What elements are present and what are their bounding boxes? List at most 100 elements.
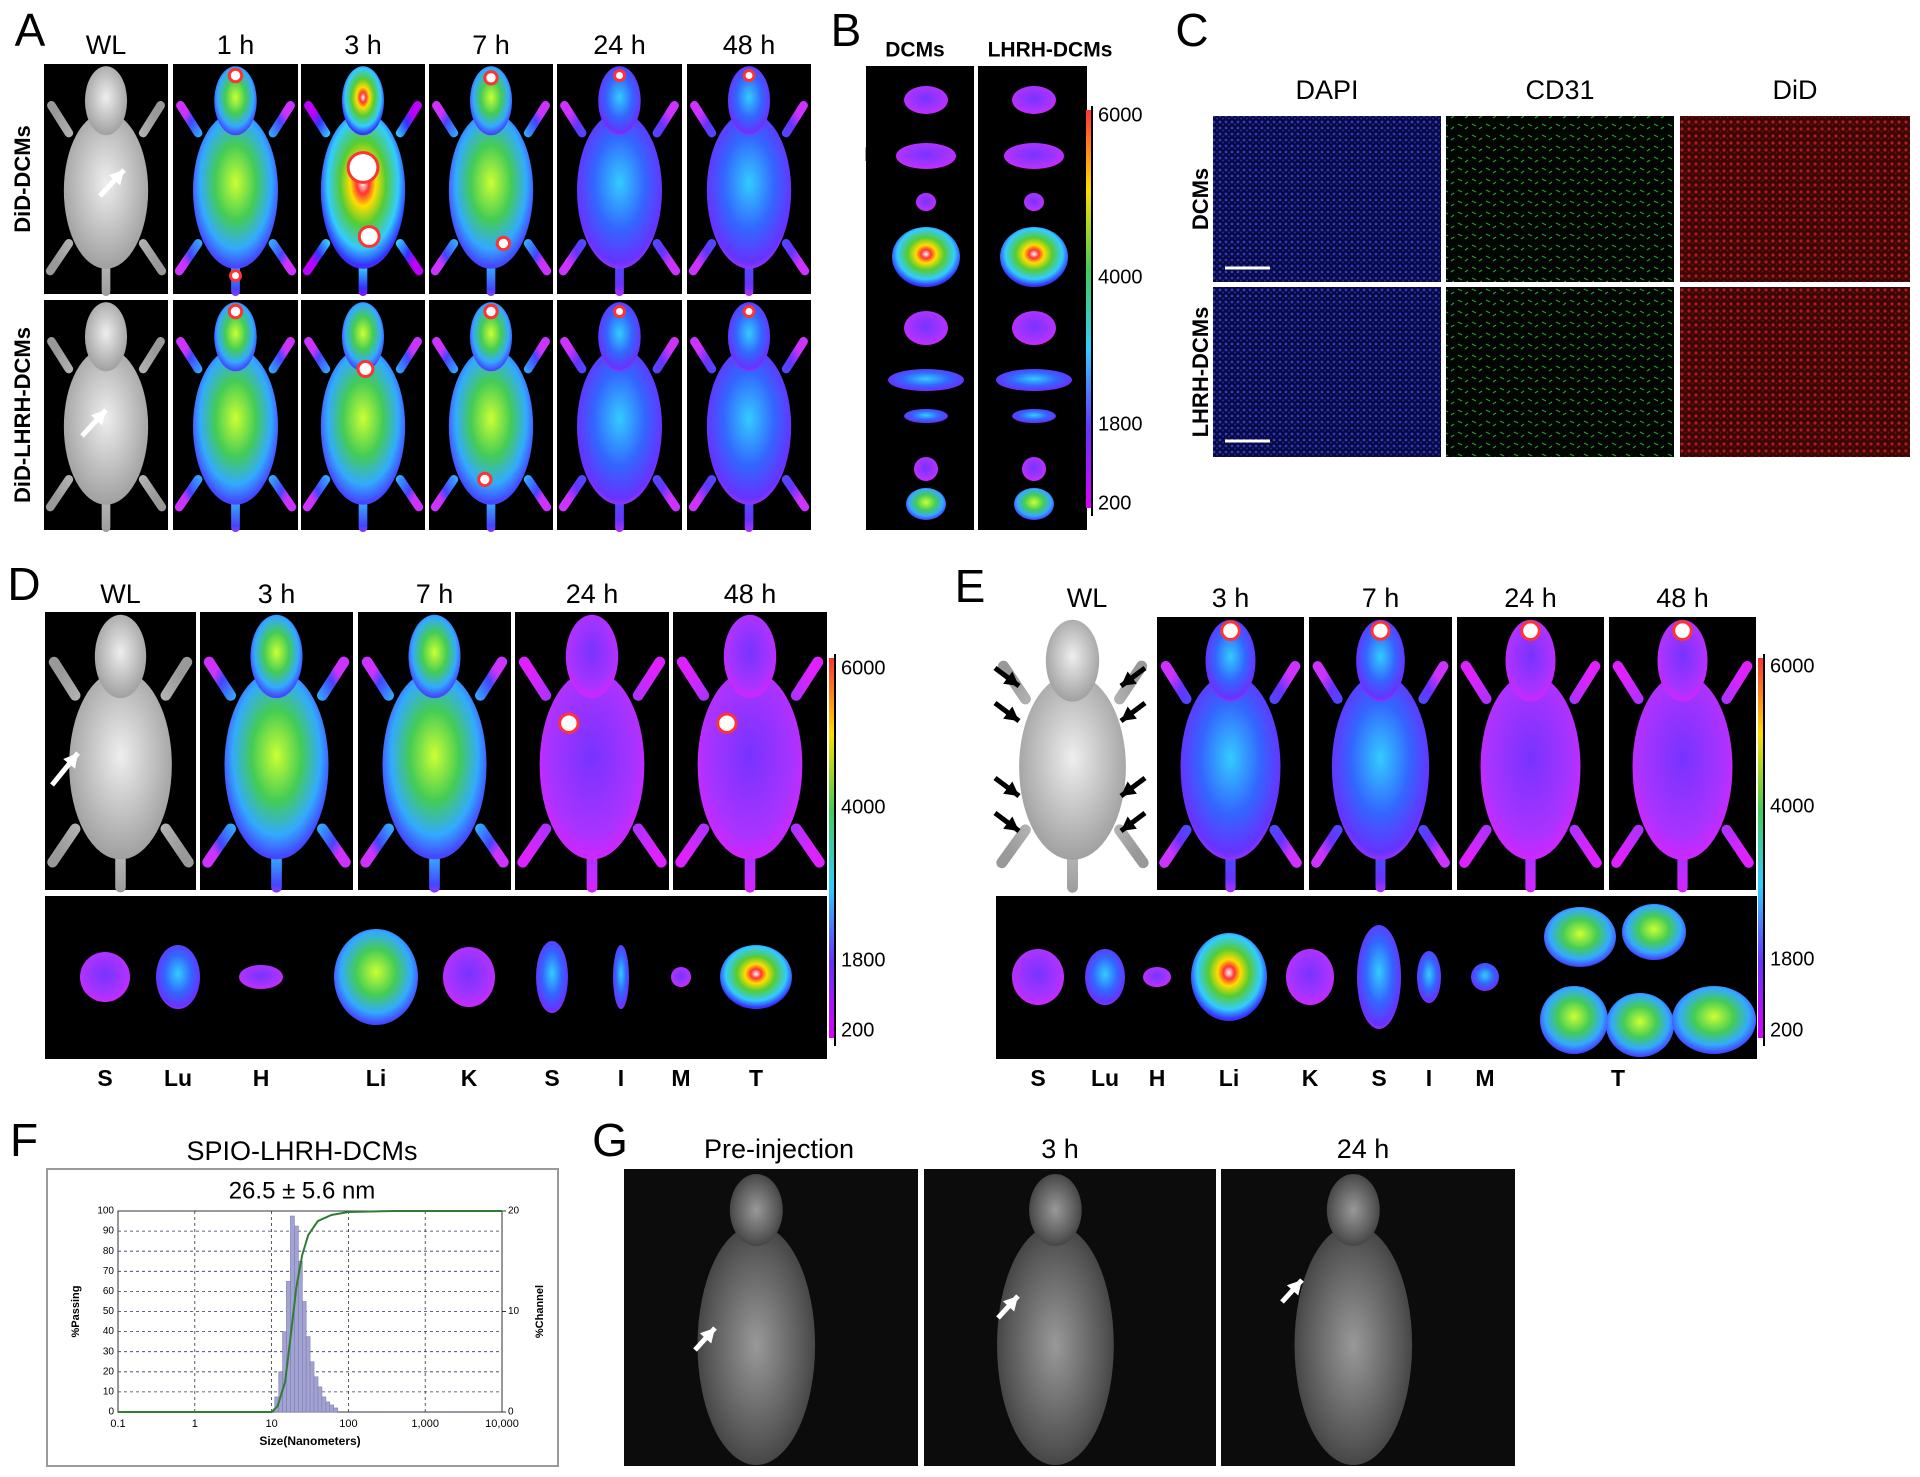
organ-label: H — [253, 1065, 270, 1091]
hot-spot — [483, 303, 499, 320]
mouse-head — [84, 302, 128, 372]
mouse-head — [727, 302, 771, 372]
mouse — [47, 614, 194, 893]
organ-label: S — [544, 1065, 559, 1091]
y-tick-label: 100 — [97, 1206, 114, 1217]
organ — [1143, 967, 1171, 987]
mouse-body — [448, 348, 534, 505]
arrow-head — [1121, 816, 1137, 831]
organ-label: T — [1611, 1065, 1625, 1091]
mouse — [360, 614, 509, 893]
column-header: 48 h — [723, 30, 776, 60]
organ — [1004, 143, 1064, 169]
mouse-body — [224, 670, 329, 860]
column-header: 3 h — [1041, 1134, 1079, 1164]
mouse-limbs — [360, 656, 509, 893]
histogram-bar — [305, 1336, 311, 1413]
colorbar — [1086, 110, 1091, 508]
mouse — [675, 614, 825, 893]
y2-tick-label: 0 — [508, 1407, 514, 1418]
chart-title: SPIO-LHRH-DCMs — [186, 1136, 417, 1166]
organ — [1540, 986, 1608, 1054]
column-header: 24 h — [1504, 583, 1557, 613]
y-axis-label: %Passing — [70, 1286, 82, 1338]
organ — [914, 457, 938, 481]
chart-subtitle: 26.5 ± 5.6 nm — [229, 1177, 376, 1204]
organ — [239, 965, 283, 989]
colorbar-label: 6000 — [1770, 655, 1815, 677]
arrow-head — [63, 753, 78, 769]
organ-label: M — [868, 458, 884, 479]
organ — [80, 952, 130, 1002]
hot-spot — [227, 67, 244, 84]
hot-spot — [483, 70, 499, 86]
y-tick-label: 60 — [103, 1286, 115, 1297]
hot-spot — [558, 712, 580, 734]
arrow-head — [1121, 781, 1137, 796]
organ — [1622, 904, 1686, 960]
panel-label: E — [955, 560, 986, 612]
mouse-limbs — [558, 337, 681, 533]
y-tick-label: 40 — [103, 1326, 115, 1337]
column-header: 48 h — [1656, 583, 1709, 613]
organ — [1014, 488, 1054, 520]
mouse-body — [69, 670, 172, 860]
y2-tick-label: 10 — [508, 1306, 520, 1317]
y2-axis-label: %Channel — [534, 1285, 546, 1338]
mouse-head — [598, 66, 641, 136]
mouse-limbs — [1459, 660, 1602, 893]
y-tick-label: 70 — [103, 1266, 115, 1277]
organ — [1417, 951, 1441, 1003]
mouse-body — [1331, 674, 1430, 860]
mouse-limbs — [430, 101, 552, 297]
micrograph — [1446, 287, 1674, 457]
micrograph — [1213, 116, 1441, 282]
hot-spot — [356, 360, 375, 378]
colorbar-label: 6000 — [1098, 104, 1143, 126]
hot-spot — [742, 305, 756, 318]
column-header: 24 h — [566, 579, 619, 609]
y-tick-label: 80 — [103, 1246, 115, 1257]
mouse-head — [1045, 619, 1100, 702]
organ-label: I — [618, 1065, 624, 1091]
arrow-head — [108, 170, 124, 186]
mouse-head — [469, 302, 513, 372]
x-tick-label: 10 — [265, 1418, 277, 1430]
organ — [916, 193, 936, 211]
colorbar-label: 200 — [1770, 1019, 1803, 1041]
mouse-body — [320, 348, 406, 505]
colorbar-label: 1800 — [1770, 948, 1815, 970]
organ-label: H — [1149, 1065, 1166, 1091]
x-tick-label: 10,000 — [485, 1418, 519, 1430]
organ-label: M — [671, 1065, 690, 1091]
colorbar — [829, 658, 834, 1038]
mouse — [302, 302, 424, 533]
hot-spot — [477, 471, 493, 488]
organ — [1012, 949, 1064, 1005]
mri-head — [1029, 1174, 1082, 1246]
organ-label: S — [870, 89, 883, 110]
hot-spot — [1520, 620, 1541, 641]
organ-label: K — [1302, 1065, 1319, 1091]
mouse — [202, 614, 351, 893]
mouse — [302, 66, 424, 297]
mouse-head — [1657, 619, 1708, 702]
mouse-body — [706, 348, 792, 505]
mouse — [558, 66, 681, 297]
mouse-head — [408, 614, 461, 699]
mouse-limbs — [517, 656, 667, 893]
organ-label: Lu — [164, 1065, 192, 1091]
mouse-head — [1356, 619, 1405, 702]
organ-label: T — [870, 493, 882, 514]
mouse-limbs — [174, 337, 297, 533]
mouse-limbs — [688, 337, 810, 533]
organ — [1024, 193, 1044, 211]
mouse — [174, 302, 297, 533]
cumulative-line — [118, 1210, 502, 1413]
column-header: 3 h — [344, 30, 382, 60]
arrow-head — [699, 1328, 715, 1344]
mouse-limbs — [430, 337, 552, 533]
y-tick-label: 10 — [103, 1387, 115, 1398]
organ-label: T — [749, 1065, 763, 1091]
column-header: WL — [100, 579, 141, 609]
